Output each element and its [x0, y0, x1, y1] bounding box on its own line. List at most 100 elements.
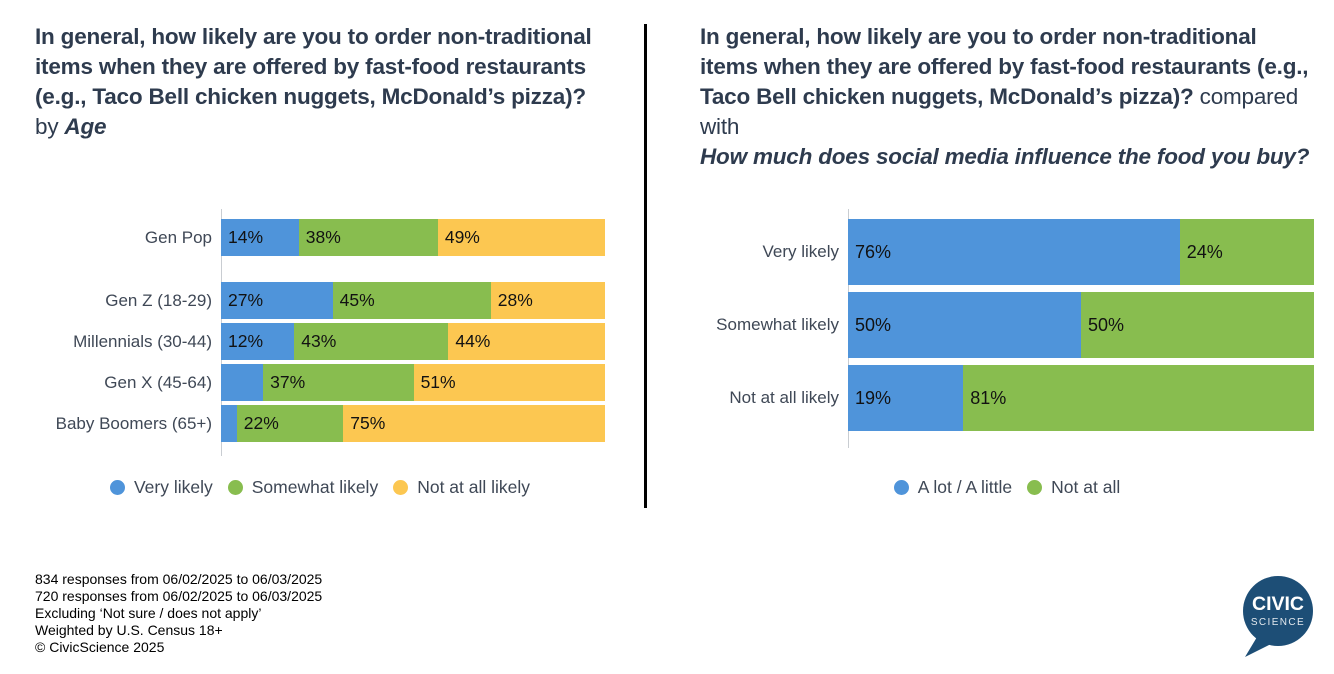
social-media-stacked-bar-chart: Very likely 76% 24% Somewhat likely 50% … [700, 209, 1314, 448]
legend-swatch-icon [393, 480, 409, 495]
left-chart-title: In general, how likely are you to order … [35, 22, 613, 142]
legend-label: A lot / A little [917, 477, 1013, 497]
bar-segment-not-at-all: 24% [1179, 219, 1314, 285]
stacked-bar: 12% 43% 44% [221, 323, 605, 360]
right-chart-title: In general, how likely are you to order … [700, 22, 1318, 172]
segment-value-label: 76% [855, 241, 892, 262]
legend-label: Very likely [133, 477, 213, 497]
segment-value-label: 81% [970, 387, 1007, 408]
category-label: Gen Pop [144, 227, 212, 247]
logo-text-civic: CIVIC [1252, 593, 1304, 615]
bar-segment-very-likely: 14% [221, 219, 299, 256]
left-title-connector: by [35, 113, 65, 139]
bar-segment-somewhat-likely: 45% [332, 282, 491, 319]
right-title-emphasis: How much does social media influence the… [700, 143, 1310, 169]
segment-value-label: 28% [497, 290, 533, 310]
category-label: Baby Boomers (65+) [55, 413, 212, 433]
footnote-copyright: © CivicScience 2025 [35, 638, 165, 655]
divider-line [644, 24, 647, 508]
category-label: Gen Z (18-29) [105, 290, 212, 310]
stacked-bar: 14% 38% 49% [221, 219, 605, 256]
bar-segment-not-at-all-likely: 44% [448, 323, 605, 360]
legend-swatch-icon [227, 480, 243, 495]
logo-text-science: SCIENCE [1251, 617, 1305, 628]
left-title-emphasis: Age [64, 113, 107, 139]
category-label: Somewhat likely [716, 315, 839, 334]
category-label: Gen X (45-64) [104, 372, 212, 392]
legend-item-a-lot-a-little: A lot / A little [893, 477, 1013, 498]
chart-row-millennials: Millennials (30-44) 12% 43% 44% [35, 323, 605, 360]
bar-segment-not-at-all: 81% [963, 365, 1314, 431]
stacked-bar: 76% 24% [848, 219, 1314, 285]
footnote-responses-2: 720 responses from 06/02/2025 to 06/03/2… [35, 587, 323, 604]
right-title-main: In general, how likely are you to order … [700, 24, 1309, 109]
segment-value-label: 24% [1186, 241, 1223, 262]
legend-label: Somewhat likely [251, 477, 379, 497]
legend-swatch-icon [893, 480, 909, 495]
legend-label: Not at all [1051, 477, 1121, 497]
legend-item-not-at-all: Not at all [1027, 477, 1120, 498]
legend-label: Not at all likely [417, 477, 531, 497]
stacked-bar: 19% 81% [848, 365, 1314, 431]
bar-segment-somewhat-likely: 22% [236, 405, 344, 442]
footnote-responses-1: 834 responses from 06/02/2025 to 06/03/2… [35, 571, 323, 587]
segment-value-label: 19% [855, 387, 892, 408]
bar-segment-not-at-all: 50% [1081, 292, 1314, 358]
segment-value-label: 38% [305, 227, 341, 247]
bar-segment-very-likely [221, 364, 264, 401]
bar-segment-a-lot-a-little: 19% [848, 365, 964, 431]
segment-value-label: 50% [1088, 314, 1125, 335]
segment-value-label: 12% [228, 331, 264, 351]
bar-segment-very-likely: 12% [221, 323, 295, 360]
chart-row-baby-boomers: Baby Boomers (65+) 22% 75% [35, 405, 605, 442]
segment-value-label: 43% [301, 331, 337, 351]
legend-swatch-icon [1027, 480, 1043, 495]
bar-segment-a-lot-a-little: 50% [848, 292, 1081, 358]
legend-item-very-likely: Very likely [109, 477, 213, 498]
right-title-connector: compared with [700, 83, 1299, 139]
segment-value-label: 49% [444, 227, 480, 247]
bar-segment-not-at-all-likely: 51% [413, 364, 605, 401]
segment-value-label: 75% [350, 413, 386, 433]
bar-segment-somewhat-likely: 43% [294, 323, 449, 360]
bar-segment-not-at-all-likely: 75% [343, 405, 605, 442]
civicscience-logo: CIVIC SCIENCE [1237, 574, 1315, 658]
segment-value-label: 14% [228, 227, 264, 247]
bar-segment-not-at-all-likely: 28% [490, 282, 606, 319]
segment-value-label: 37% [270, 372, 306, 392]
bar-segment-not-at-all-likely: 49% [437, 219, 605, 256]
chart-row-somewhat-likely: Somewhat likely 50% 50% [700, 292, 1314, 358]
chart-row-gen-z: Gen Z (18-29) 27% 45% 28% [35, 282, 606, 319]
bar-segment-very-likely: 27% [221, 282, 333, 319]
stacked-bar: 50% 50% [848, 292, 1314, 358]
stacked-bar: 27% 45% 28% [221, 282, 606, 319]
category-label: Very likely [762, 242, 839, 261]
segment-value-label: 45% [339, 290, 375, 310]
left-title-main: In general, how likely are you to order … [35, 24, 592, 109]
chart-row-very-likely: Very likely 76% 24% [700, 219, 1314, 285]
bar-segment-very-likely [221, 405, 237, 442]
footnote-weighting: Weighted by U.S. Census 18+ [35, 621, 223, 638]
segment-value-label: 51% [420, 372, 456, 392]
legend-item-somewhat-likely: Somewhat likely [227, 477, 379, 498]
chart-row-gen-x: Gen X (45-64) 37% 51% [35, 364, 605, 401]
segment-value-label: 27% [228, 290, 264, 310]
legend-item-not-at-all-likely: Not at all likely [393, 477, 530, 498]
speech-bubble-icon: CIVIC SCIENCE [1243, 576, 1313, 657]
chart-row-gen-pop: Gen Pop 14% 38% 49% [35, 219, 605, 256]
right-legend: A lot / A little Not at all [700, 477, 1314, 498]
footnotes: 834 responses from 06/02/2025 to 06/03/2… [35, 571, 322, 656]
bar-segment-a-lot-a-little: 76% [848, 219, 1180, 285]
legend-swatch-icon [109, 480, 125, 495]
stacked-bar: 22% 75% [221, 405, 605, 442]
bar-segment-somewhat-likely: 37% [263, 364, 414, 401]
stacked-bar: 37% 51% [221, 364, 605, 401]
segment-value-label: 22% [243, 413, 279, 433]
category-label: Millennials (30-44) [73, 331, 212, 351]
category-label: Not at all likely [729, 388, 839, 407]
chart-row-not-at-all-likely: Not at all likely 19% 81% [700, 365, 1314, 431]
age-stacked-bar-chart: Gen Pop 14% 38% 49% Gen Z (18-29) 27% 45… [35, 209, 606, 456]
left-legend: Very likely Somewhat likely Not at all l… [35, 477, 605, 498]
bar-segment-somewhat-likely: 38% [298, 219, 438, 256]
